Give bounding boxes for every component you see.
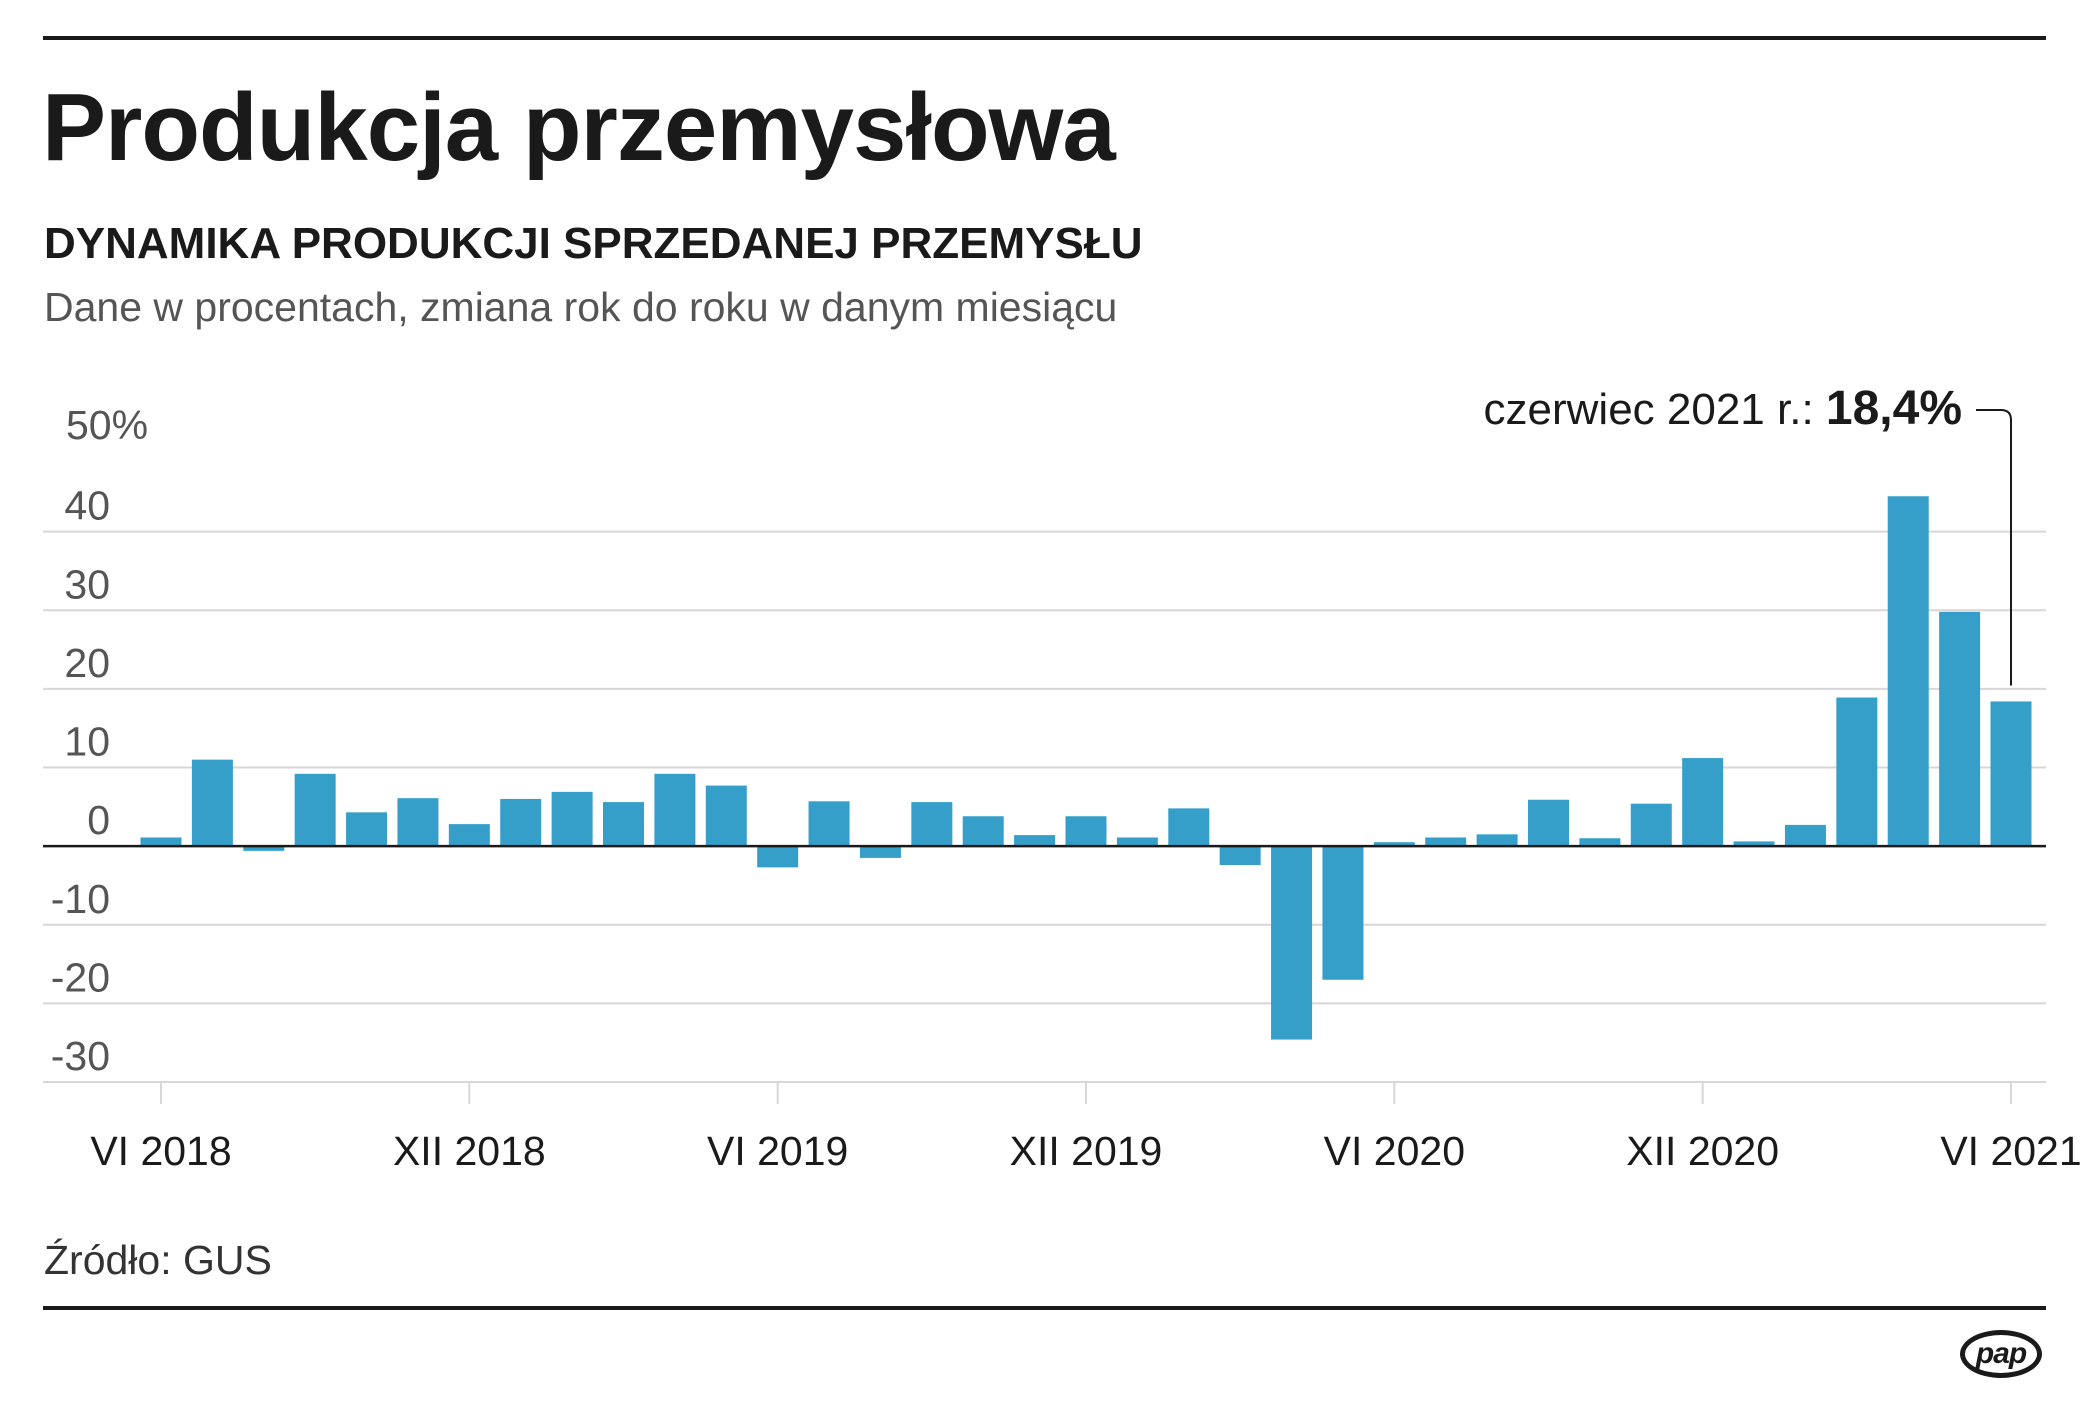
chart-description: Dane w procentach, zmiana rok do roku w … xyxy=(44,284,1118,330)
bar xyxy=(191,759,233,847)
bar xyxy=(808,801,850,847)
top-rule xyxy=(43,36,2046,40)
bar xyxy=(1887,496,1929,847)
bar xyxy=(1065,816,1107,847)
bar xyxy=(140,837,182,847)
bar xyxy=(500,798,542,847)
y-tick-label: 10 xyxy=(64,719,110,765)
bar xyxy=(603,802,644,847)
bar xyxy=(1939,611,1981,847)
bar xyxy=(1836,697,1878,847)
annotation-prefix: czerwiec 2021 r.: xyxy=(1484,385,1826,434)
y-tick-label: -10 xyxy=(51,876,110,922)
bar xyxy=(551,791,593,847)
bar xyxy=(346,812,388,847)
chart-subtitle: DYNAMIKA PRODUKCJI SPRZEDANEJ PRZEMYSŁU xyxy=(44,219,1143,268)
x-tick-label: XII 2019 xyxy=(1010,1128,1163,1174)
bar xyxy=(911,802,953,847)
y-tick-label: -20 xyxy=(51,954,110,1000)
y-tick-label: -30 xyxy=(51,1033,110,1079)
bar xyxy=(1116,837,1158,847)
bar xyxy=(1733,841,1775,847)
bar xyxy=(294,773,336,847)
bar xyxy=(1373,842,1415,847)
bar xyxy=(757,846,799,868)
y-tick-label: 50% xyxy=(66,402,148,448)
y-tick-label: 0 xyxy=(87,797,110,843)
bar xyxy=(962,816,1004,847)
bar xyxy=(859,846,901,858)
bar xyxy=(1425,837,1467,847)
bottom-rule xyxy=(43,1306,2046,1310)
bar xyxy=(1990,701,2032,847)
pap-logo: pap xyxy=(1960,1330,2042,1378)
page-title: Produkcja przemysłowa xyxy=(42,74,1116,181)
bar xyxy=(1322,846,1364,980)
bar xyxy=(243,846,285,851)
source-note: Źródło: GUS xyxy=(44,1237,272,1283)
y-tick-label: 20 xyxy=(64,640,110,686)
bar xyxy=(1784,824,1826,847)
annotation-leader-line xyxy=(1976,409,2012,686)
bar xyxy=(397,798,439,847)
bar xyxy=(1271,846,1313,1040)
pap-logo-text: pap xyxy=(1975,1337,2027,1370)
annotation-label: czerwiec 2021 r.: 18,4% xyxy=(1484,382,1962,435)
bar xyxy=(1630,803,1672,847)
x-tick-label: XII 2020 xyxy=(1626,1128,1779,1174)
bar xyxy=(1682,758,1724,847)
x-tick-label: VI 2019 xyxy=(707,1128,848,1174)
bar xyxy=(1168,808,1210,847)
bar xyxy=(705,785,747,847)
bar-chart: 50% 40 30 20 10 0 -10 -20 -30 VI 2018 XII 2018 VI 2… xyxy=(43,382,2082,1174)
x-tick-label: VI 2021 xyxy=(1940,1128,2081,1174)
bar xyxy=(1579,838,1621,847)
x-tick-label: VI 2020 xyxy=(1324,1128,1465,1174)
bar xyxy=(1528,799,1569,847)
bar xyxy=(654,773,696,847)
bar xyxy=(1014,835,1056,847)
annotation-value: 18,4% xyxy=(1826,382,1962,435)
y-tick-label: 40 xyxy=(64,483,110,529)
x-tick-label: XII 2018 xyxy=(393,1128,546,1174)
bar xyxy=(1219,846,1261,865)
bar xyxy=(1476,834,1518,847)
y-tick-label: 30 xyxy=(64,561,110,607)
bar xyxy=(448,824,490,847)
x-tick-label: VI 2018 xyxy=(90,1128,231,1174)
